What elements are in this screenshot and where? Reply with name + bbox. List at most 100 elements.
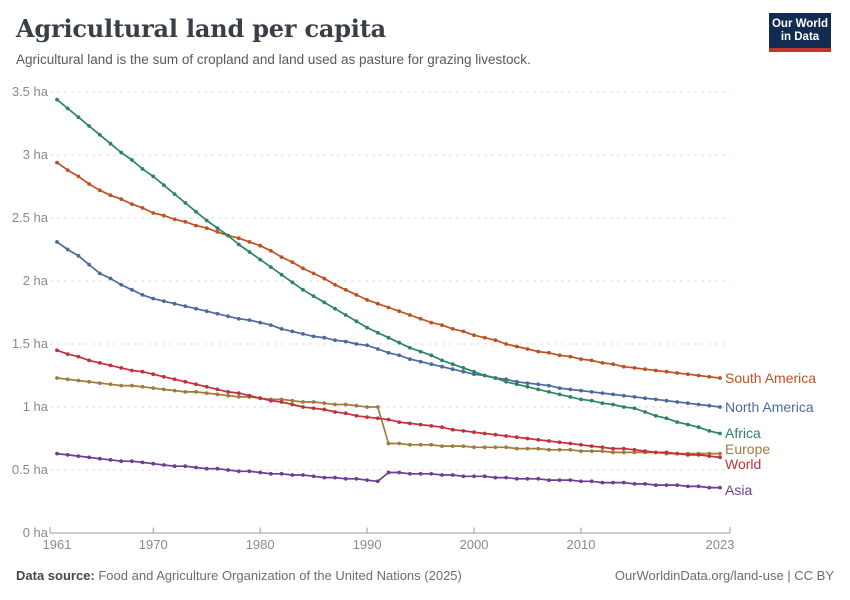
point-south-america[interactable] <box>525 347 530 351</box>
point-world[interactable] <box>365 415 369 419</box>
point-north-america[interactable] <box>621 393 626 398</box>
point-africa[interactable] <box>130 158 134 162</box>
point-south-america[interactable] <box>215 230 220 234</box>
point-europe[interactable] <box>226 393 231 398</box>
point-africa[interactable] <box>568 395 573 399</box>
point-africa[interactable] <box>514 382 519 387</box>
point-africa[interactable] <box>557 392 562 397</box>
point-europe[interactable] <box>204 391 209 395</box>
point-world[interactable] <box>568 441 573 446</box>
point-asia[interactable] <box>504 475 508 480</box>
point-asia[interactable] <box>653 483 658 487</box>
legend-label-asia[interactable]: Asia <box>725 481 753 498</box>
point-north-america[interactable] <box>258 320 263 325</box>
point-south-america[interactable] <box>397 309 402 314</box>
point-south-america[interactable] <box>97 188 102 193</box>
point-south-america[interactable] <box>290 260 295 264</box>
point-asia[interactable] <box>568 478 573 482</box>
point-south-america[interactable] <box>440 323 444 327</box>
point-world[interactable] <box>343 411 348 416</box>
point-europe[interactable] <box>632 450 637 455</box>
point-world[interactable] <box>418 422 423 427</box>
point-asia[interactable] <box>429 471 434 476</box>
point-africa[interactable] <box>322 300 327 305</box>
point-world[interactable] <box>621 446 626 451</box>
point-europe[interactable] <box>397 441 402 446</box>
point-south-america[interactable] <box>311 271 316 276</box>
point-south-america[interactable] <box>343 287 348 292</box>
point-africa[interactable] <box>653 413 658 418</box>
point-africa[interactable] <box>450 362 455 367</box>
point-south-america[interactable] <box>162 213 166 218</box>
point-south-america[interactable] <box>482 335 487 340</box>
point-world[interactable] <box>333 410 337 414</box>
point-asia[interactable] <box>108 458 113 462</box>
point-asia[interactable] <box>675 483 680 487</box>
point-world[interactable] <box>311 406 316 411</box>
point-south-america[interactable] <box>236 236 241 241</box>
point-asia[interactable] <box>536 476 541 481</box>
point-north-america[interactable] <box>557 386 562 390</box>
point-asia[interactable] <box>290 473 295 477</box>
point-africa[interactable] <box>504 379 508 384</box>
point-europe[interactable] <box>301 400 305 404</box>
point-africa[interactable] <box>621 405 626 409</box>
point-europe[interactable] <box>322 401 327 406</box>
point-asia[interactable] <box>236 469 241 474</box>
point-south-america[interactable] <box>686 372 690 377</box>
point-europe[interactable] <box>525 446 530 451</box>
point-africa[interactable] <box>172 192 177 197</box>
point-north-america[interactable] <box>653 397 658 402</box>
point-africa[interactable] <box>472 369 476 374</box>
point-africa[interactable] <box>354 319 359 324</box>
point-africa[interactable] <box>226 233 231 238</box>
point-north-america[interactable] <box>568 387 573 392</box>
point-asia[interactable] <box>386 470 391 475</box>
point-world[interactable] <box>236 391 241 395</box>
point-north-america[interactable] <box>696 402 701 407</box>
point-south-america[interactable] <box>151 211 156 215</box>
point-south-america[interactable] <box>365 298 369 302</box>
point-asia[interactable] <box>365 478 369 482</box>
point-africa[interactable] <box>311 294 316 298</box>
point-africa[interactable] <box>258 257 263 262</box>
point-world[interactable] <box>504 434 508 438</box>
point-europe[interactable] <box>97 381 102 385</box>
point-south-america[interactable] <box>653 368 658 373</box>
point-asia[interactable] <box>226 468 231 472</box>
point-south-america[interactable] <box>87 182 91 186</box>
point-asia[interactable] <box>718 485 722 490</box>
point-africa[interactable] <box>76 115 81 120</box>
point-world[interactable] <box>482 431 487 436</box>
point-europe[interactable] <box>194 390 198 394</box>
legend-label-world[interactable]: World <box>725 456 762 473</box>
point-europe[interactable] <box>162 387 166 392</box>
point-south-america[interactable] <box>183 219 188 224</box>
point-south-america[interactable] <box>696 373 701 378</box>
point-north-america[interactable] <box>718 405 722 409</box>
point-asia[interactable] <box>172 464 177 469</box>
point-asia[interactable] <box>354 476 359 481</box>
point-south-america[interactable] <box>632 366 637 370</box>
point-africa[interactable] <box>119 150 124 155</box>
point-europe[interactable] <box>311 400 316 404</box>
point-world[interactable] <box>397 420 402 424</box>
point-asia[interactable] <box>632 482 637 486</box>
point-north-america[interactable] <box>204 309 209 314</box>
point-south-america[interactable] <box>55 160 59 165</box>
point-asia[interactable] <box>472 474 476 479</box>
point-africa[interactable] <box>87 124 91 128</box>
point-south-america[interactable] <box>333 282 337 287</box>
point-south-america[interactable] <box>322 276 327 281</box>
point-europe[interactable] <box>55 376 59 380</box>
point-north-america[interactable] <box>429 362 434 367</box>
point-asia[interactable] <box>279 471 284 476</box>
point-asia[interactable] <box>514 476 519 481</box>
point-africa[interactable] <box>493 376 498 380</box>
point-europe[interactable] <box>557 447 562 452</box>
point-south-america[interactable] <box>301 266 305 271</box>
point-world[interactable] <box>600 445 605 450</box>
point-europe[interactable] <box>611 450 615 455</box>
point-south-america[interactable] <box>204 226 209 231</box>
point-world[interactable] <box>525 436 530 441</box>
